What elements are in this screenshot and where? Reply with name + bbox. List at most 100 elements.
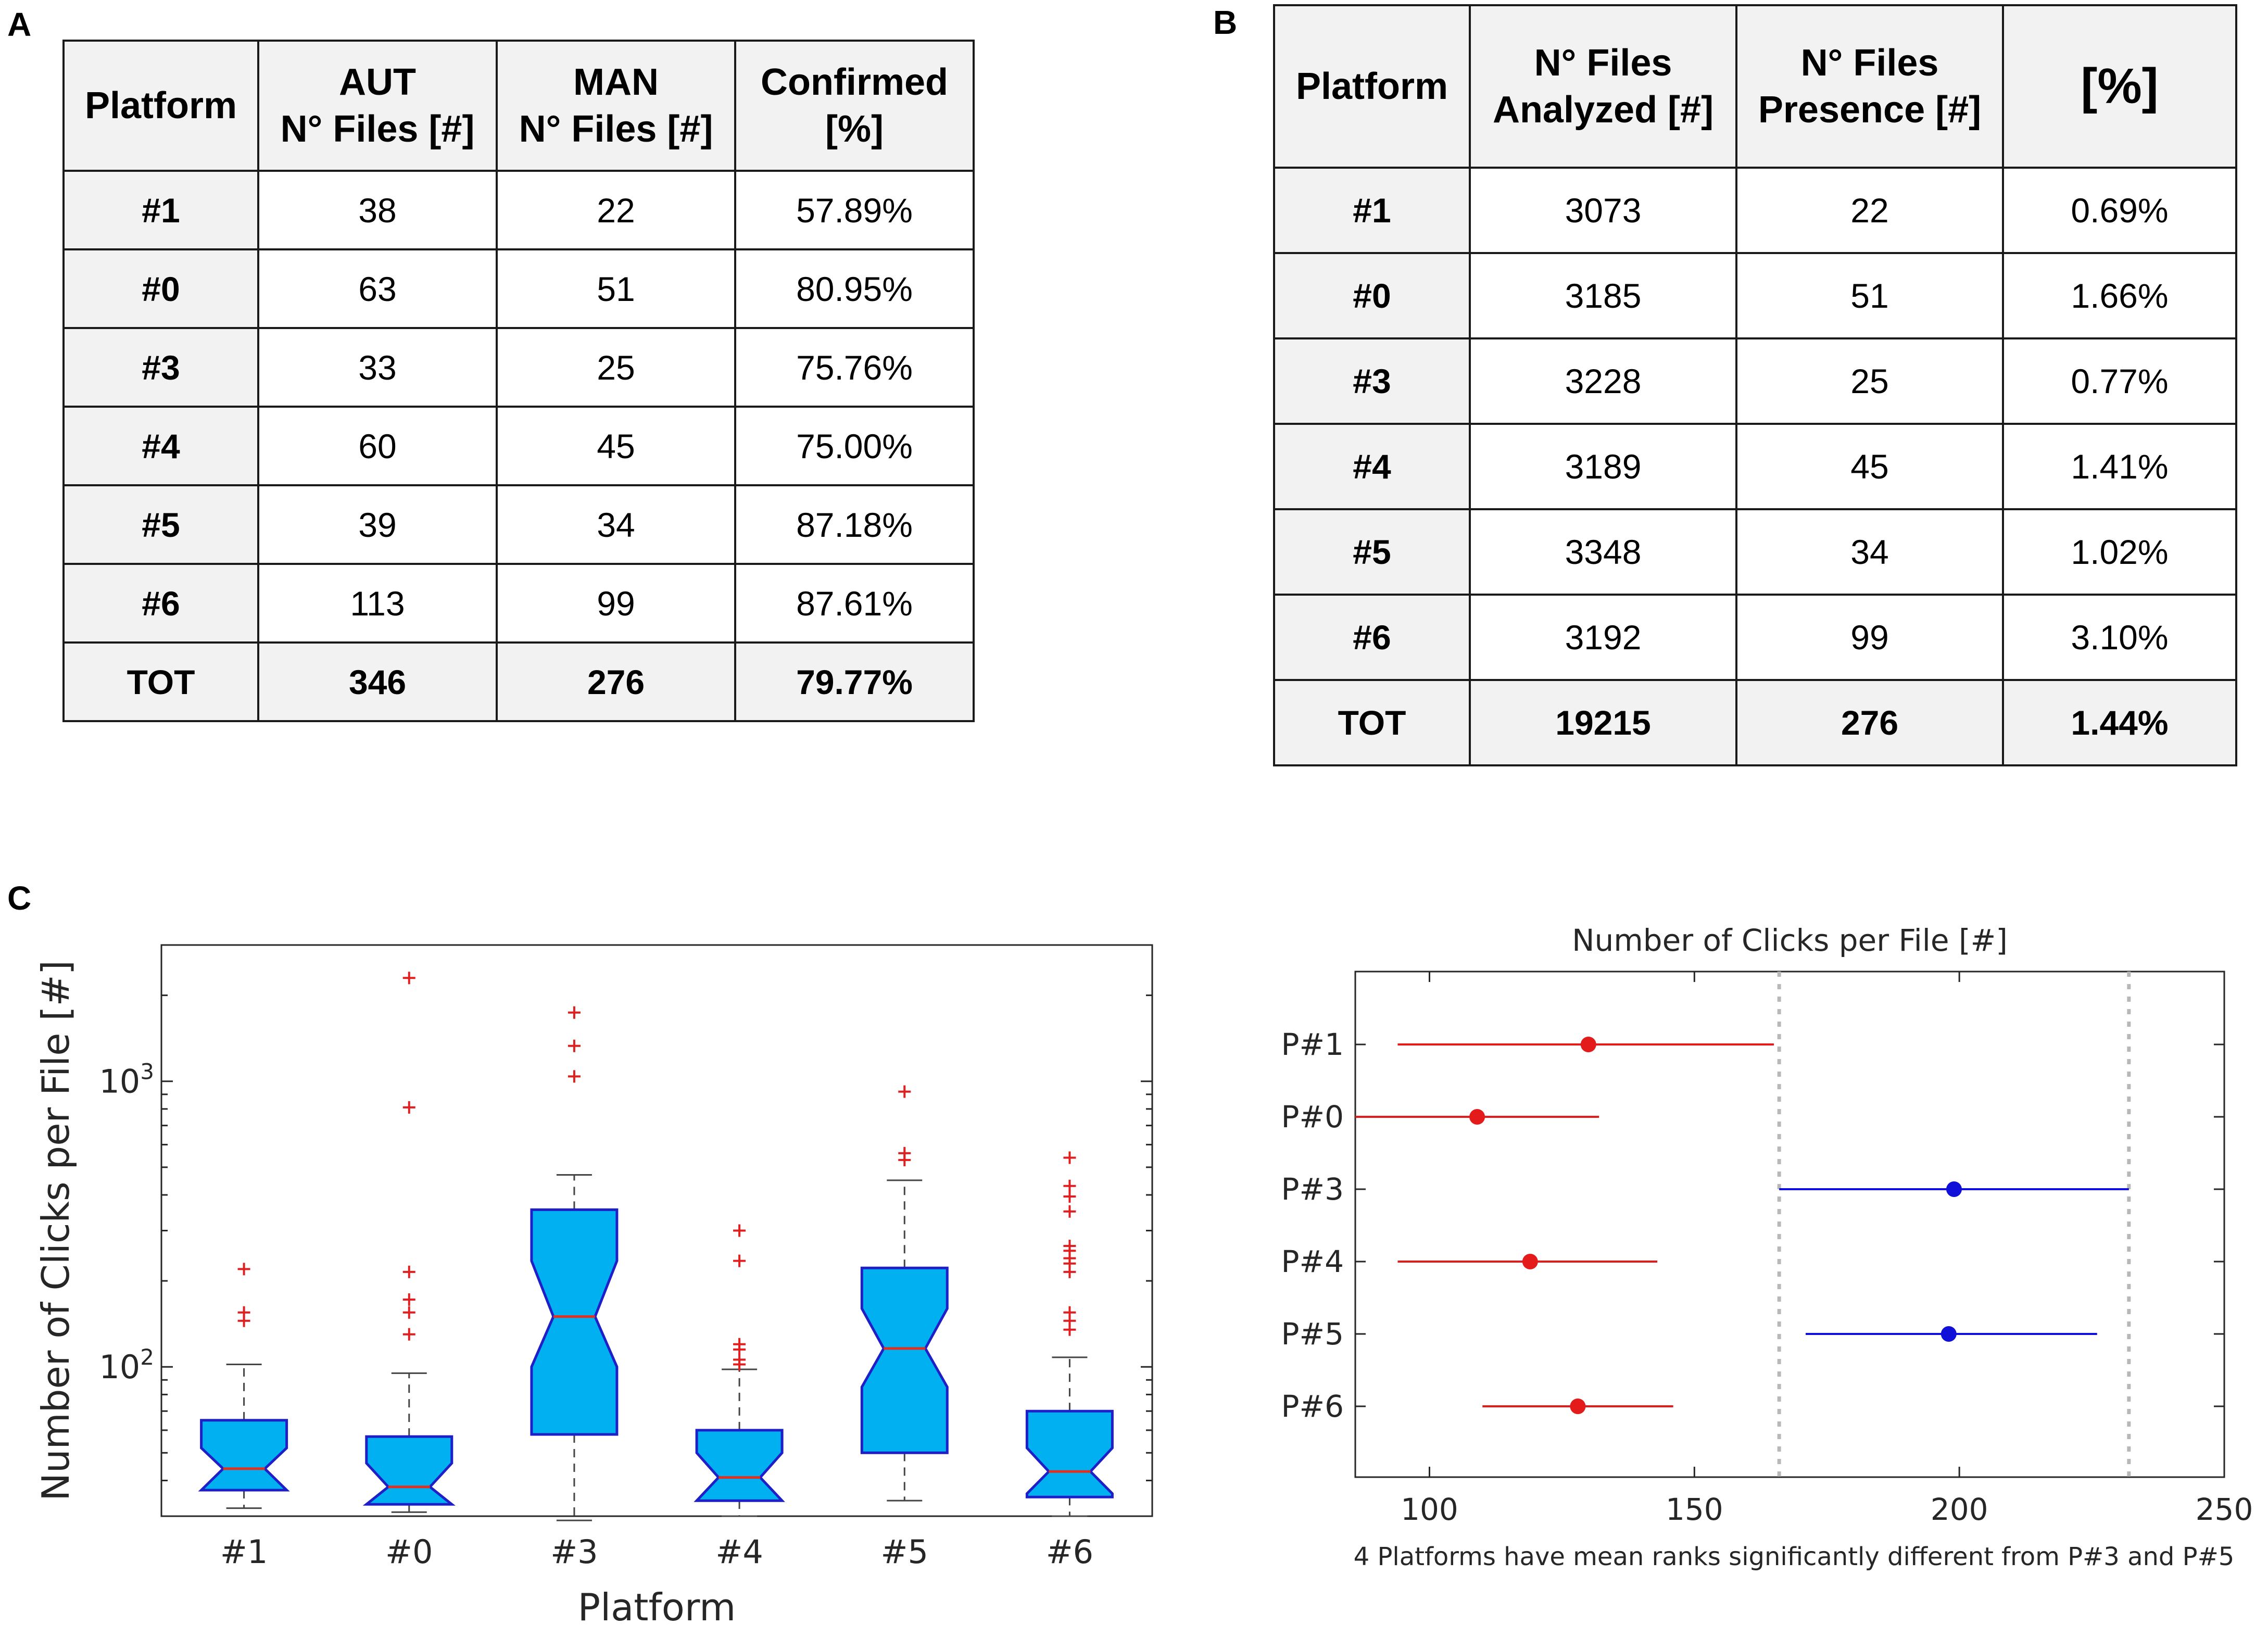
table-row: #3 3228 25 0.77% <box>1273 337 2237 425</box>
notched-box <box>1025 1409 1114 1498</box>
value-cell: 57.89% <box>734 170 975 250</box>
outlier-marker <box>898 1147 911 1160</box>
notched-box <box>860 1266 949 1454</box>
interval-frame <box>1354 971 2225 1478</box>
notched-box <box>694 1429 785 1502</box>
value-cell: 3073 <box>1469 167 1737 254</box>
outlier-marker <box>402 1293 415 1306</box>
value-cell: 3.10% <box>2002 594 2237 681</box>
outlier-marker <box>402 1101 415 1114</box>
value-cell: 3189 <box>1469 423 1737 510</box>
table-row: #0 63 51 80.95% <box>62 248 975 329</box>
value-cell: 63 <box>257 248 498 329</box>
value-cell: 3192 <box>1469 594 1737 681</box>
outlier-marker <box>402 1265 415 1278</box>
panel_a-header-col-0: Platform <box>62 40 259 172</box>
notched-box <box>530 1208 619 1436</box>
boxplot-frame <box>160 944 1153 1517</box>
panel_a-header-line: [%] <box>825 108 884 150</box>
panel_a-header-line: AUT <box>339 61 416 103</box>
platform-cell: #6 <box>1273 594 1471 681</box>
value-cell: 51 <box>496 248 736 329</box>
table-row: #1 3073 22 0.69% <box>1273 167 2237 254</box>
y-tick-label: P#4 <box>1281 1244 1344 1279</box>
x-tick-label: 100 <box>1401 1492 1458 1527</box>
outlier-marker <box>402 972 415 985</box>
outlier-marker <box>898 1085 911 1098</box>
box-5 <box>1025 1151 1114 1517</box>
x-tick-label: #6 <box>1046 1533 1093 1571</box>
y-tick-label: P#1 <box>1281 1027 1344 1062</box>
outlier-marker <box>402 1306 415 1319</box>
mean-marker <box>1469 1109 1485 1125</box>
value-cell: 99 <box>1735 594 2004 681</box>
outlier-marker <box>568 1070 581 1083</box>
mean-marker <box>1941 1326 1957 1342</box>
platform-cell: #6 <box>62 563 259 644</box>
value-cell: 276 <box>1735 679 2004 766</box>
box-2 <box>530 1006 619 1521</box>
x-tick-label: #3 <box>550 1533 598 1571</box>
value-cell: 0.69% <box>2002 167 2237 254</box>
value-cell: 33 <box>257 327 498 408</box>
x-tick-label: 150 <box>1666 1492 1723 1527</box>
value-cell: 113 <box>257 563 498 644</box>
y-tick-label: 103 <box>99 1059 154 1101</box>
panel_b-header-col-2: N° Files Presence [#] <box>1735 4 2004 169</box>
x-axis-label: Platform <box>578 1585 736 1625</box>
value-cell: 87.61% <box>734 563 975 644</box>
platform-cell: #1 <box>62 170 259 250</box>
x-tick-label: #0 <box>385 1533 433 1571</box>
outlier-marker <box>237 1306 250 1319</box>
y-tick-label: P#0 <box>1281 1099 1344 1135</box>
table-row: #4 3189 45 1.41% <box>1273 423 2237 510</box>
panel_a-header-line: MAN <box>573 61 659 103</box>
table-row: #5 3348 34 1.02% <box>1273 508 2237 596</box>
value-cell: 3348 <box>1469 508 1737 596</box>
mean-marker <box>1580 1037 1596 1052</box>
platform-cell: #1 <box>1273 167 1471 254</box>
mean-marker <box>1570 1399 1586 1414</box>
outlier-marker <box>1063 1179 1076 1192</box>
table-row: #0 3185 51 1.66% <box>1273 252 2237 339</box>
platform-cell: #5 <box>1273 508 1471 596</box>
y-tick-exponent: 2 <box>140 1344 154 1370</box>
value-cell: 80.95% <box>734 248 975 329</box>
value-cell: 45 <box>1735 423 2004 510</box>
value-cell: 34 <box>496 484 736 565</box>
table-row: #6 3192 99 3.10% <box>1273 594 2237 681</box>
table-row: TOT 346 276 79.77% <box>62 641 975 722</box>
value-cell: 1.41% <box>2002 423 2237 510</box>
panel_a-header-line: Platform <box>84 85 237 127</box>
value-cell: 34 <box>1735 508 2004 596</box>
table-row: #1 38 22 57.89% <box>62 170 975 250</box>
outlier-marker <box>1063 1306 1076 1319</box>
panel_b-header-line: Platform <box>1295 66 1448 107</box>
platform-cell: #4 <box>1273 423 1471 510</box>
outlier-marker <box>568 1039 581 1052</box>
panel_a-header-col-1: AUT N° Files [#] <box>257 40 498 172</box>
panel_a-header-line: Confirmed <box>761 61 948 103</box>
panel_b-header-line: N° Files <box>1800 42 1939 84</box>
box-3 <box>694 1224 785 1517</box>
results-table-a: Platform AUT N° Files [#] MAN N° Files [#] Co… <box>62 40 975 722</box>
value-cell: 79.77% <box>734 641 975 722</box>
y-tick-label: 102 <box>99 1344 154 1386</box>
y-tick-base: 10 <box>99 1348 140 1386</box>
mean-marker <box>1946 1181 1962 1197</box>
value-cell: 51 <box>1735 252 2004 339</box>
table-row: #4 60 45 75.00% <box>62 406 975 486</box>
platform-cell: #3 <box>62 327 259 408</box>
outlier-marker <box>733 1254 746 1267</box>
value-cell: 0.77% <box>2002 337 2237 425</box>
y-tick-exponent: 3 <box>140 1059 154 1085</box>
x-tick-label: #5 <box>881 1533 928 1571</box>
panel_a-header-col-3: Confirmed [%] <box>734 40 975 172</box>
platform-cell: TOT <box>1273 679 1471 766</box>
outlier-marker <box>1063 1151 1076 1164</box>
y-axis-ticks <box>161 944 1152 1517</box>
panel_a-header-col-2: MAN N° Files [#] <box>496 40 736 172</box>
value-cell: 346 <box>257 641 498 722</box>
outlier-marker <box>1063 1205 1076 1218</box>
x-tick-label: 250 <box>2196 1492 2253 1527</box>
